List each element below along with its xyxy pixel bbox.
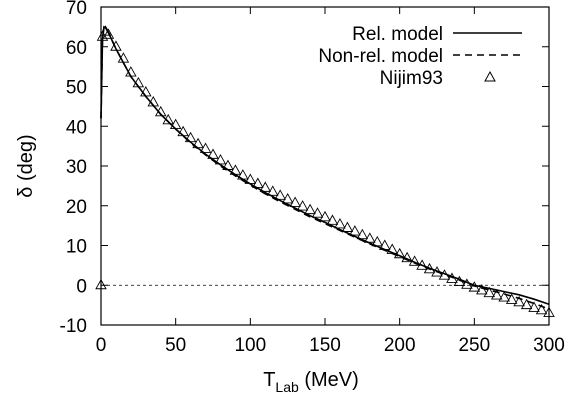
legend-label-nijim93: Nijim93 [380, 68, 443, 89]
y-tick-label: 30 [66, 157, 87, 178]
nijim93-point [147, 95, 160, 107]
x-axis-label-main: T [263, 369, 275, 391]
nijim93-point [513, 295, 525, 307]
nijim93-point [408, 255, 421, 266]
x-tick-label: 250 [458, 335, 490, 356]
nijim93-point [266, 185, 279, 196]
x-axis-label-unit: (MeV) [299, 369, 359, 391]
nijim93-point [199, 142, 212, 153]
nijim93-point [423, 262, 436, 274]
legend-swatch-nijim93 [484, 70, 496, 82]
nijim93-point [214, 154, 227, 165]
nijim93-point [304, 203, 316, 215]
nijim93-point [125, 66, 137, 77]
nijim93-point [461, 278, 473, 289]
ticks-layer: 0 50 100 150 200 250 300 -10 0 10 20 30 40 50 60 70 [60, 0, 565, 356]
x-tick-label: 0 [96, 335, 107, 356]
nijim93-point [528, 301, 540, 312]
nijim93-point [281, 192, 294, 204]
nijim93-point [117, 52, 130, 63]
x-tick-label: 100 [234, 335, 266, 356]
nijim93-point [498, 291, 510, 302]
nijim93-point [274, 189, 286, 200]
nijim93-point [169, 118, 182, 130]
nijim93-point [349, 225, 361, 236]
nijim93-point [401, 251, 413, 263]
nijim93-point [371, 235, 384, 247]
nijim93-point [154, 105, 167, 117]
y-tick-label: 70 [66, 0, 87, 19]
nijim93-point [505, 293, 518, 304]
x-tick-label: 50 [165, 335, 186, 356]
nijim93-point [140, 86, 152, 97]
nijim93-point [416, 259, 428, 270]
nijim93-point [520, 298, 533, 310]
legend: Rel. model Non-rel. model Nijim93 [318, 24, 522, 89]
nijim93-point [296, 200, 309, 211]
x-tick-label: 200 [384, 335, 416, 356]
nijim93-point [184, 131, 197, 143]
y-tick-label: 20 [66, 197, 87, 218]
nijim93-point [364, 232, 376, 243]
nijim93-point [177, 125, 189, 137]
nijim93-point [356, 228, 369, 240]
nijim93-point [386, 243, 398, 254]
non-rel-model-line [100, 25, 550, 310]
y-tick-label: 0 [76, 276, 87, 297]
legend-label-rel-model: Rel. model [352, 24, 443, 45]
y-tick-label: 10 [66, 237, 87, 258]
legend-label-non-rel-model: Non-rel. model [318, 46, 443, 67]
x-axis-label: TLab (MeV) [263, 369, 359, 395]
plot-frame [100, 6, 550, 326]
nijim93-point [229, 164, 242, 175]
nijim93-point [162, 113, 174, 125]
nijim93-point [326, 214, 339, 225]
nijim93-point [334, 218, 346, 229]
nijim93-point [453, 275, 466, 287]
y-tick-label: -10 [60, 316, 87, 337]
nijim93-point [378, 239, 391, 250]
y-tick-label: 60 [66, 38, 87, 59]
nijim93-point [483, 286, 496, 298]
nijim93-point [319, 210, 331, 222]
nijim93-point [438, 269, 451, 280]
nijim93-point [244, 173, 257, 184]
nijim93-point [237, 169, 249, 180]
nijim93-point [132, 76, 145, 88]
nijim93-point [311, 207, 324, 218]
nijim93-point [222, 159, 234, 170]
x-tick-label: 150 [309, 335, 341, 356]
x-tick-label: 300 [533, 335, 565, 356]
nijim93-point [102, 28, 115, 39]
series-layer [95, 25, 555, 318]
y-axis-label: δ (deg) [15, 134, 37, 197]
nijim93-point [535, 303, 548, 315]
nijim93-point [110, 40, 122, 51]
nijim93-point [431, 266, 443, 277]
rel-model-line [100, 25, 550, 306]
nijim93-point [289, 196, 301, 207]
nijim93-point [476, 283, 488, 295]
nijim93-point [192, 137, 204, 149]
nijim93-point [490, 289, 503, 300]
nijim93-point [446, 272, 458, 283]
nijim93-point [468, 281, 481, 292]
nijim93-point [259, 181, 272, 192]
nijim93-point [207, 148, 219, 159]
y-tick-label: 50 [66, 78, 87, 99]
x-axis-label-sub: Lab [275, 379, 299, 395]
y-tick-label: 40 [66, 117, 87, 138]
nijim93-point [341, 221, 354, 232]
nijim93-point [393, 247, 406, 259]
nijim93-point [252, 177, 264, 188]
